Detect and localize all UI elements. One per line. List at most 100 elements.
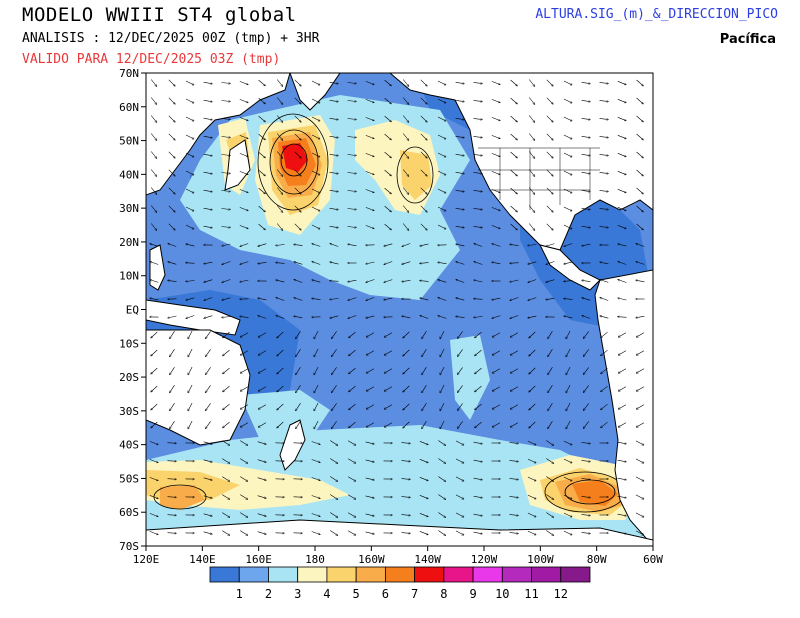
direction-arrow [151,367,158,374]
direction-arrow [617,189,626,192]
direction-arrow [185,188,194,193]
direction-arrow [366,332,375,337]
direction-arrow [422,331,427,339]
direction-arrow [294,223,301,230]
direction-arrow [188,366,193,375]
direction-arrow [149,513,158,516]
direction-arrow [457,403,463,410]
direction-arrow [239,135,248,138]
direction-arrow [473,226,483,227]
direction-arrow [566,402,571,411]
direction-arrow [564,299,573,300]
direction-arrow [347,83,357,84]
direction-arrow [566,384,571,393]
direction-arrow [330,315,339,318]
direction-arrow [239,99,248,102]
direction-arrow [528,133,535,141]
direction-arrow [601,403,608,410]
direction-arrow [167,533,177,534]
direction-arrow [564,243,573,247]
direction-arrow [330,244,339,247]
land-masses [146,73,653,546]
direction-arrow [311,477,321,481]
direction-arrow [546,115,553,122]
direction-arrow [205,367,211,374]
direction-arrow [528,205,535,213]
direction-arrow [203,207,213,210]
direction-arrow [150,97,157,105]
direction-arrow [510,404,519,410]
direction-arrow [257,513,267,517]
direction-arrow [204,297,213,301]
direction-arrow [440,420,445,429]
peak-direction-arrows [149,79,645,536]
direction-arrow [419,459,428,462]
direction-arrow [510,279,519,282]
direction-arrow [384,386,393,392]
direction-arrow [528,223,535,231]
direction-arrow [422,349,427,357]
direction-arrow [188,348,193,357]
direction-arrow [529,403,536,410]
direction-arrow [330,458,338,464]
direction-arrow [546,223,553,230]
direction-arrow [347,227,357,228]
direction-arrow [185,224,194,229]
direction-arrow [618,350,627,355]
direction-arrow [546,79,553,86]
direction-arrow [384,97,392,104]
direction-arrow [491,171,500,174]
direction-arrow [510,151,518,158]
direction-arrow [636,386,645,392]
direction-arrow [528,245,537,246]
direction-arrow [618,422,627,427]
direction-arrow [618,368,627,373]
direction-arrow [636,97,644,104]
direction-arrow [150,133,157,141]
direction-arrow [617,117,626,120]
direction-arrow [581,514,591,515]
direction-arrow [240,386,249,391]
direction-arrow [365,207,374,210]
analysis-time: ANALISIS : 12/DEC/2025 00Z (tmp) + 3HR [22,31,320,46]
direction-arrow [618,244,627,247]
direction-arrow [294,244,303,246]
direction-arrow [365,153,374,156]
direction-arrow [314,348,319,357]
direction-arrow [330,512,338,518]
direction-arrow [617,495,627,498]
colorbar-swatch [326,566,357,583]
direction-arrow [239,117,248,120]
direction-arrow [563,458,572,463]
lat-tick-label: 60N [119,101,139,114]
direction-arrow [203,441,213,444]
direction-arrow [186,315,195,319]
direction-arrow [314,330,319,339]
direction-arrow [365,117,374,120]
direction-arrow [636,169,644,176]
direction-arrow [566,348,571,357]
direction-arrow [528,297,537,301]
direction-arrow [203,81,213,84]
direction-arrow [581,478,591,479]
direction-arrow [510,187,518,194]
direction-arrow [599,136,609,137]
direction-arrow [473,208,483,209]
direction-arrow [277,331,284,338]
direction-arrow [149,441,158,444]
direction-arrow [457,367,463,374]
direction-arrow [581,136,591,137]
direction-arrow [168,223,175,230]
direction-arrow [330,440,338,446]
direction-arrow [599,226,609,227]
direction-arrow [566,330,571,339]
direction-arrow [188,420,193,429]
direction-arrow [384,151,392,158]
direction-arrow [168,79,175,86]
direction-arrow [510,115,518,122]
direction-arrow [566,366,571,375]
direction-arrow [170,331,175,339]
direction-arrow [223,385,230,392]
direction-arrow [239,207,248,210]
direction-arrow [384,243,393,246]
